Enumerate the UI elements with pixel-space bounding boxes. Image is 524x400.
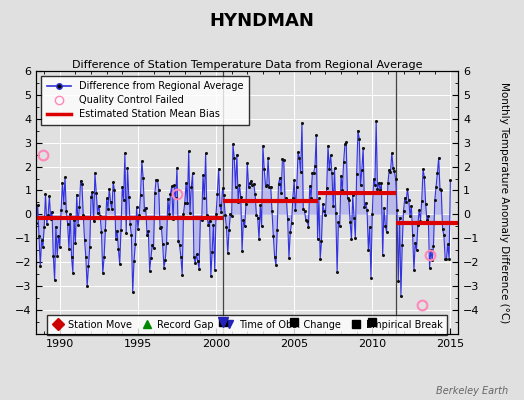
Legend: Station Move, Record Gap, Time of Obs. Change, Empirical Break: Station Move, Record Gap, Time of Obs. C…: [47, 315, 447, 334]
Text: Berkeley Earth: Berkeley Earth: [436, 386, 508, 396]
Title: Difference of Station Temperature Data from Regional Average: Difference of Station Temperature Data f…: [72, 60, 422, 70]
Y-axis label: Monthly Temperature Anomaly Difference (°C): Monthly Temperature Anomaly Difference (…: [499, 82, 509, 323]
Text: HYNDMAN: HYNDMAN: [210, 12, 314, 30]
